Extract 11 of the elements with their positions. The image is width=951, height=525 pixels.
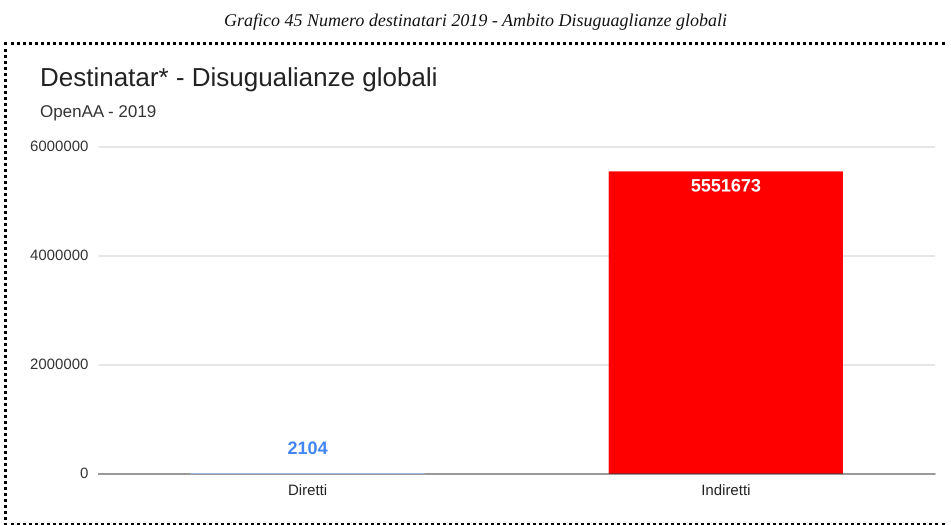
x-tick-label: Indiretti — [701, 482, 750, 500]
data-label: 2104 — [288, 438, 328, 458]
chart-title: Destinatar* - Disugualianze globali — [40, 62, 438, 93]
text: Grafico 45 Numero destinatari 2019 - Ambito Disuguaglianze globali — [223, 10, 728, 31]
y-tick-label: 0 — [80, 465, 88, 482]
y-tick-label: 2000000 — [30, 356, 88, 374]
data-label: 5551673 — [690, 175, 761, 196]
x-tick-label: Diretti — [288, 482, 328, 500]
y-tick-label: 6000000 — [30, 138, 88, 156]
chart-subtitle: OpenAA - 2019 — [40, 102, 156, 122]
y-tick-label: 4000000 — [30, 247, 88, 264]
